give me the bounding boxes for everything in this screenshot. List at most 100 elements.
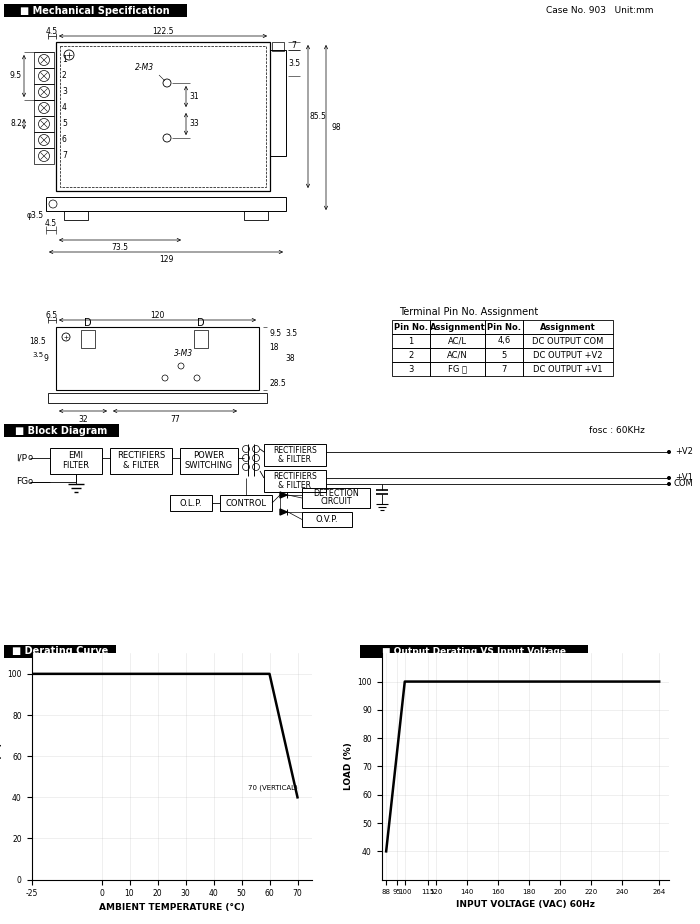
Bar	[360, 645, 588, 658]
Bar	[264, 470, 326, 492]
Text: 18.5: 18.5	[29, 336, 46, 346]
Text: 6: 6	[62, 136, 67, 144]
Text: o: o	[27, 478, 32, 487]
Text: 3-M3: 3-M3	[174, 349, 194, 359]
Text: POWER: POWER	[193, 452, 225, 460]
Text: 9: 9	[43, 354, 48, 363]
Text: 3: 3	[62, 88, 67, 96]
Bar	[302, 488, 370, 508]
Bar	[81, 330, 95, 348]
Text: 122.5: 122.5	[153, 27, 174, 35]
Text: 7: 7	[292, 42, 296, 51]
Text: AC/N: AC/N	[447, 350, 468, 359]
Bar	[485, 320, 523, 334]
Text: fosc : 60KHz: fosc : 60KHz	[589, 426, 645, 435]
Polygon shape	[280, 509, 287, 515]
Bar	[194, 330, 208, 348]
Text: ■ Mechanical Specification: ■ Mechanical Specification	[20, 6, 170, 16]
Text: 4.5: 4.5	[46, 27, 58, 35]
Text: 7: 7	[62, 152, 67, 161]
Text: ■ Output Derating VS Input Voltage: ■ Output Derating VS Input Voltage	[382, 647, 566, 656]
Bar	[392, 320, 430, 334]
Bar	[270, 50, 286, 156]
Text: Case No. 903   Unit:mm: Case No. 903 Unit:mm	[546, 6, 654, 15]
Text: 2: 2	[408, 350, 414, 359]
Text: O.L.P.: O.L.P.	[180, 499, 202, 507]
Text: 3: 3	[408, 364, 414, 373]
Bar	[34, 132, 54, 148]
Text: Pin No.: Pin No.	[487, 322, 521, 332]
Text: φ3.5: φ3.5	[27, 212, 44, 221]
Bar	[523, 362, 613, 376]
Bar	[4, 4, 187, 17]
Text: ■ Block Diagram: ■ Block Diagram	[15, 425, 107, 435]
Text: 3.5: 3.5	[33, 352, 44, 358]
Text: 3.5: 3.5	[288, 58, 300, 67]
Text: 9.5: 9.5	[269, 330, 281, 338]
Text: Assignment: Assignment	[430, 322, 485, 332]
Text: 5: 5	[62, 119, 67, 128]
Text: & FILTER: & FILTER	[123, 461, 159, 470]
Text: 7: 7	[501, 364, 507, 373]
Bar	[56, 327, 259, 390]
Text: 3.5: 3.5	[285, 330, 297, 338]
Circle shape	[668, 451, 671, 454]
Text: 9.5: 9.5	[10, 71, 22, 80]
Text: O.V.P.: O.V.P.	[316, 515, 338, 524]
Text: 120: 120	[150, 310, 164, 320]
Bar	[430, 362, 485, 376]
Text: 31: 31	[189, 92, 199, 101]
Bar	[392, 334, 430, 348]
Text: DETECTION: DETECTION	[313, 490, 359, 499]
Bar	[34, 52, 54, 68]
Bar	[110, 448, 172, 474]
Text: 18: 18	[269, 343, 279, 351]
Circle shape	[668, 477, 671, 480]
Text: D: D	[84, 318, 92, 328]
Bar	[244, 211, 268, 220]
Y-axis label: LOAD (%): LOAD (%)	[344, 743, 353, 790]
Text: 129: 129	[159, 256, 173, 264]
Text: DC OUTPUT +V2: DC OUTPUT +V2	[533, 350, 603, 359]
Text: & FILTER: & FILTER	[279, 455, 312, 464]
Text: FILTER: FILTER	[62, 461, 90, 470]
Text: RECTIFIERS: RECTIFIERS	[273, 446, 317, 456]
X-axis label: AMBIENT TEMPERATURE (°C): AMBIENT TEMPERATURE (°C)	[99, 903, 244, 912]
Y-axis label: LOAD (%): LOAD (%)	[0, 743, 3, 790]
Bar	[4, 424, 119, 437]
Text: 33: 33	[189, 119, 199, 128]
Text: 73.5: 73.5	[111, 244, 129, 252]
Text: Pin No.: Pin No.	[394, 322, 428, 332]
Text: & FILTER: & FILTER	[279, 480, 312, 490]
Bar	[34, 148, 54, 164]
Bar	[34, 68, 54, 84]
Bar	[64, 211, 88, 220]
Text: 2-M3: 2-M3	[135, 64, 155, 72]
Bar	[430, 320, 485, 334]
Bar	[392, 348, 430, 362]
Bar	[523, 320, 613, 334]
Bar	[60, 46, 266, 187]
Text: 1: 1	[408, 336, 414, 346]
Text: 1: 1	[62, 55, 66, 65]
Text: COM: COM	[673, 480, 693, 489]
Bar	[34, 116, 54, 132]
Text: 4,6: 4,6	[498, 336, 510, 346]
Bar	[180, 448, 238, 474]
Text: 32: 32	[78, 415, 88, 423]
Text: RECTIFIERS: RECTIFIERS	[273, 472, 317, 481]
Bar	[485, 348, 523, 362]
Text: 98: 98	[331, 123, 341, 132]
Text: RECTIFIERS: RECTIFIERS	[117, 452, 165, 460]
Bar	[4, 645, 116, 658]
Bar	[34, 100, 54, 116]
Text: AC/L: AC/L	[448, 336, 467, 346]
Text: Terminal Pin No. Assignment: Terminal Pin No. Assignment	[400, 307, 538, 317]
Text: EMI: EMI	[69, 452, 83, 460]
Text: ■ Derating Curve: ■ Derating Curve	[12, 647, 108, 656]
Bar	[220, 495, 272, 511]
Text: 28.5: 28.5	[269, 380, 286, 388]
Text: +V1: +V1	[675, 473, 693, 482]
Bar	[46, 197, 286, 211]
Text: CIRCUIT: CIRCUIT	[320, 497, 352, 506]
